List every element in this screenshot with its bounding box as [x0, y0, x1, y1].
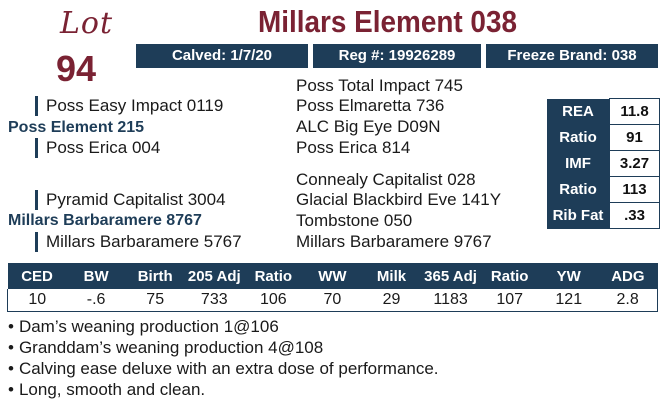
dam-grandsire: Pyramid Capitalist 3004	[35, 190, 226, 210]
great-grandsire-2: ALC Big Eye D09N	[296, 117, 441, 136]
epd-header-row: CED BW Birth 205 Adj Ratio WW Milk 365 A…	[7, 263, 658, 289]
epd-header: ADG	[598, 263, 658, 289]
calved-date: Calved: 1/7/20	[136, 44, 308, 68]
epd-table: CED BW Birth 205 Adj Ratio WW Milk 365 A…	[6, 263, 659, 312]
great-granddam-3: Glacial Blackbird Eve 141Y	[296, 190, 502, 209]
great-grandsire-4: Tombstone 050	[296, 211, 413, 230]
ultrasound-row: IMF 3.27	[547, 150, 660, 177]
sire-grandsire: Poss Easy Impact 0119	[35, 96, 223, 116]
epd-value: 2.8	[598, 289, 659, 312]
epd-value: 1183	[421, 289, 481, 312]
epd-header: 365 Adj	[421, 263, 481, 289]
epd-header: BW	[66, 263, 126, 289]
epd-header: Birth	[125, 263, 185, 289]
ultrasound-label: Ratio	[547, 124, 610, 151]
ultrasound-label: IMF	[547, 150, 610, 177]
note-item: Calving ease deluxe with an extra dose o…	[8, 358, 439, 379]
epd-value: 106	[243, 289, 303, 312]
epd-value: 107	[480, 289, 540, 312]
epd-value: 10	[6, 289, 67, 312]
animal-name: Millars Element 038	[258, 4, 517, 39]
dam-name: Millars Barbaramere 8767	[8, 212, 202, 229]
epd-value: 733	[184, 289, 244, 312]
ultrasound-value: 113	[609, 176, 660, 203]
great-granddam-2: Poss Erica 814	[296, 138, 411, 157]
ultrasound-row: Ratio 113	[547, 176, 660, 203]
epd-header: 205 Adj	[184, 263, 244, 289]
epd-header: Milk	[361, 263, 422, 289]
epd-value: 29	[361, 289, 422, 312]
note-item: Dam’s weaning production 1@106	[8, 316, 439, 337]
ultrasound-label: Rib Fat	[547, 202, 610, 229]
ultrasound-label: REA	[547, 98, 610, 125]
epd-value: 70	[302, 289, 362, 312]
note-item: Long, smooth and clean.	[8, 379, 439, 400]
epd-header: YW	[539, 263, 599, 289]
ultrasound-label: Ratio	[547, 176, 610, 203]
ultrasound-value: 11.8	[609, 98, 660, 125]
ultrasound-table: REA 11.8 Ratio 91 IMF 3.27 Ratio 113 Rib…	[547, 98, 660, 229]
great-granddam-4: Millars Barbaramere 9767	[296, 232, 492, 251]
epd-header: Ratio	[243, 263, 303, 289]
epd-value: 121	[539, 289, 599, 312]
ultrasound-value: .33	[609, 202, 660, 229]
lot-number: 94	[56, 48, 97, 89]
epd-header: CED	[7, 263, 67, 289]
note-item: Granddam’s weaning production 4@108	[8, 337, 439, 358]
great-granddam-1: Poss Elmaretta 736	[296, 96, 445, 115]
notes-list: Dam’s weaning production 1@106 Granddam’…	[8, 316, 439, 400]
ultrasound-row: Ratio 91	[547, 124, 660, 151]
lot-label: Lot	[60, 6, 114, 41]
ultrasound-value: 3.27	[609, 150, 660, 177]
epd-header: WW	[302, 263, 362, 289]
great-grandsire-1: Poss Total Impact 745	[296, 76, 463, 95]
ultrasound-value: 91	[609, 124, 660, 151]
epd-value: -.6	[66, 289, 126, 312]
great-grandsire-3: Connealy Capitalist 028	[296, 170, 476, 189]
epd-header: Ratio	[480, 263, 540, 289]
epd-value: 75	[125, 289, 185, 312]
epd-value-row: 10 -.6 75 733 106 70 29 1183 107 121 2.8	[6, 289, 659, 312]
ultrasound-row: REA 11.8	[547, 98, 660, 125]
dam-granddam: Millars Barbaramere 5767	[35, 232, 242, 252]
sire-granddam: Poss Erica 004	[35, 138, 160, 158]
sire-name: Poss Element 215	[8, 119, 145, 136]
registration-number: Reg #: 19926289	[313, 44, 481, 68]
ultrasound-row: Rib Fat .33	[547, 202, 660, 229]
freeze-brand: Freeze Brand: 038	[486, 44, 658, 68]
